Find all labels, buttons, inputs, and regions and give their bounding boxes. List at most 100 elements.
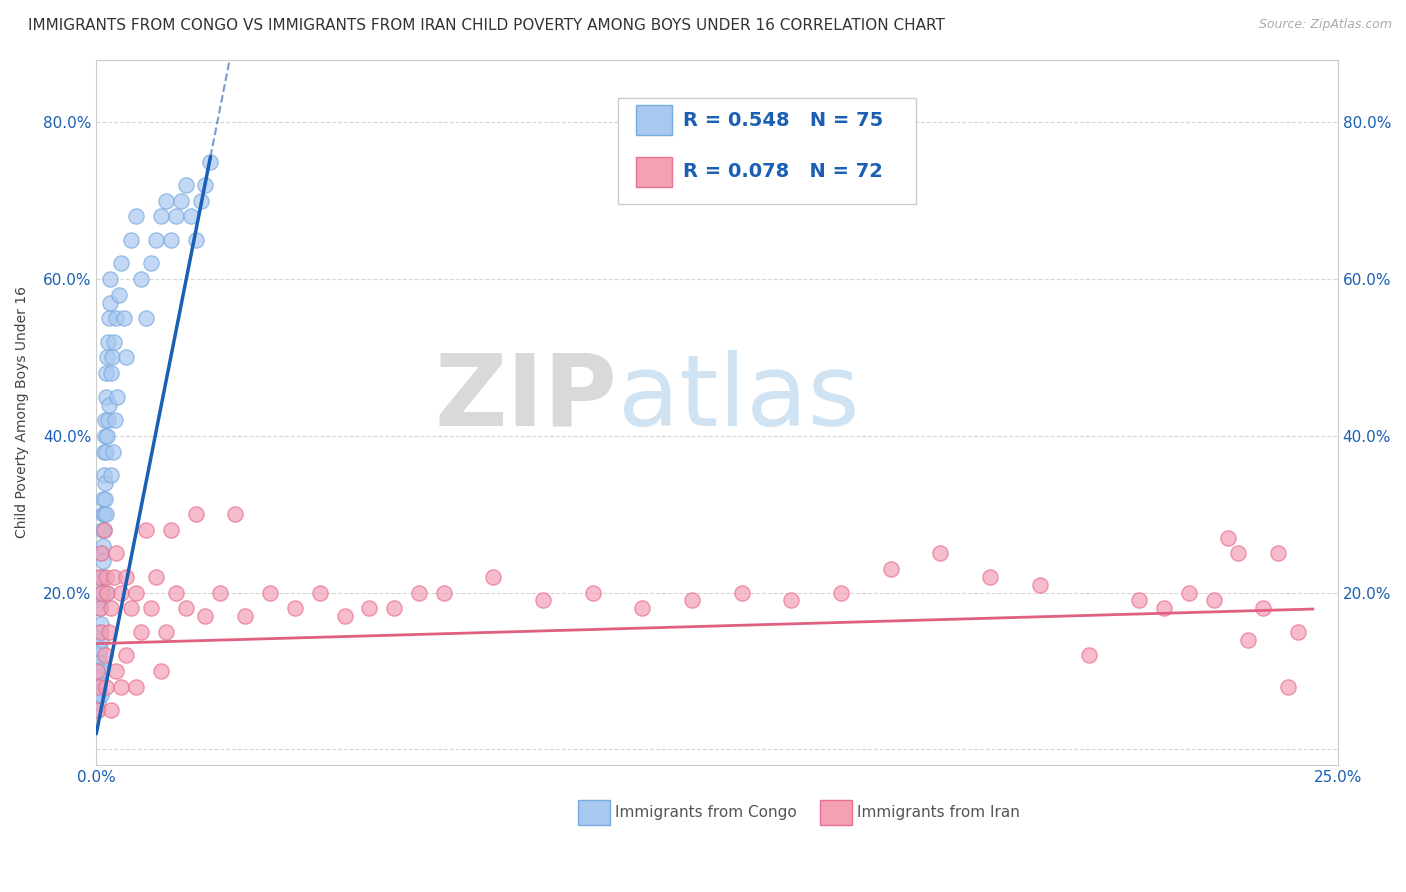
Point (100, 468, 122, 483)
Point (104, 413, 127, 427)
Point (120, 233, 142, 247)
Point (105, 311, 128, 326)
Point (97, 311, 120, 326)
Point (129, 624, 152, 639)
Point (631, 601, 654, 615)
Point (145, 570, 167, 584)
Point (180, 210, 202, 224)
Point (94, 648, 117, 663)
Point (929, 546, 952, 560)
Point (100, 601, 122, 615)
Point (284, 601, 307, 615)
Point (87, 570, 110, 584)
Text: ZIP: ZIP (434, 350, 617, 447)
Point (90, 624, 112, 639)
Point (880, 562, 903, 576)
Point (89, 601, 111, 615)
Point (87, 664, 110, 678)
Point (115, 570, 138, 584)
Point (89, 585, 111, 599)
Point (139, 601, 162, 615)
Point (110, 680, 132, 694)
Point (194, 609, 217, 624)
Point (1028, 578, 1050, 592)
Point (125, 585, 148, 599)
Point (90, 688, 112, 702)
Point (91, 570, 114, 584)
Point (125, 210, 148, 224)
Point (87, 703, 110, 717)
Point (87, 648, 110, 663)
Point (184, 233, 207, 247)
Text: R = 0.078   N = 72: R = 0.078 N = 72 (683, 162, 883, 181)
Point (96, 429, 118, 443)
Point (103, 334, 125, 349)
Point (169, 194, 191, 208)
Point (135, 311, 157, 326)
Text: IMMIGRANTS FROM CONGO VS IMMIGRANTS FROM IRAN CHILD POVERTY AMONG BOYS UNDER 16 : IMMIGRANTS FROM CONGO VS IMMIGRANTS FROM… (28, 18, 945, 33)
Point (91, 508, 114, 522)
Text: Source: ZipAtlas.com: Source: ZipAtlas.com (1258, 18, 1392, 31)
FancyBboxPatch shape (637, 157, 672, 186)
Point (97, 334, 120, 349)
Point (1218, 531, 1240, 545)
Point (94, 475, 117, 490)
Text: atlas: atlas (617, 350, 859, 447)
Point (408, 585, 430, 599)
Point (100, 703, 122, 717)
Point (1267, 546, 1289, 560)
Point (110, 256, 132, 270)
Point (89, 680, 111, 694)
Point (115, 648, 138, 663)
Point (96, 366, 118, 380)
Point (125, 680, 148, 694)
Point (87, 680, 110, 694)
Point (101, 444, 124, 458)
Point (86, 664, 108, 678)
Point (89, 640, 111, 655)
Point (103, 570, 125, 584)
FancyBboxPatch shape (578, 799, 610, 825)
Text: Immigrants from Congo: Immigrants from Congo (616, 805, 797, 820)
Point (91, 585, 114, 599)
Point (259, 585, 281, 599)
Point (200, 154, 222, 169)
Point (165, 210, 187, 224)
Point (149, 210, 172, 224)
Point (94, 390, 117, 404)
Point (96, 585, 118, 599)
Point (209, 585, 232, 599)
Point (174, 178, 197, 192)
Point (89, 672, 111, 686)
Point (105, 546, 128, 560)
Point (979, 570, 1001, 584)
Point (93, 444, 115, 458)
Point (333, 609, 356, 624)
Point (155, 624, 177, 639)
Point (482, 570, 505, 584)
Point (98, 295, 121, 310)
Point (91, 491, 114, 506)
Point (96, 585, 118, 599)
Point (1177, 585, 1199, 599)
Point (174, 601, 197, 615)
Point (101, 351, 124, 365)
FancyBboxPatch shape (820, 799, 852, 825)
Point (129, 272, 152, 286)
FancyBboxPatch shape (637, 105, 672, 135)
Text: Immigrants from Iran: Immigrants from Iran (858, 805, 1021, 820)
Point (90, 570, 112, 584)
Point (91, 523, 114, 537)
Point (184, 508, 207, 522)
Point (107, 287, 129, 301)
Point (90, 632, 112, 647)
Point (531, 593, 554, 607)
Point (165, 585, 187, 599)
Point (90, 617, 112, 632)
Point (90, 546, 112, 560)
Point (731, 585, 754, 599)
Point (93, 468, 115, 483)
Point (87, 688, 110, 702)
Point (159, 523, 181, 537)
Point (139, 256, 162, 270)
